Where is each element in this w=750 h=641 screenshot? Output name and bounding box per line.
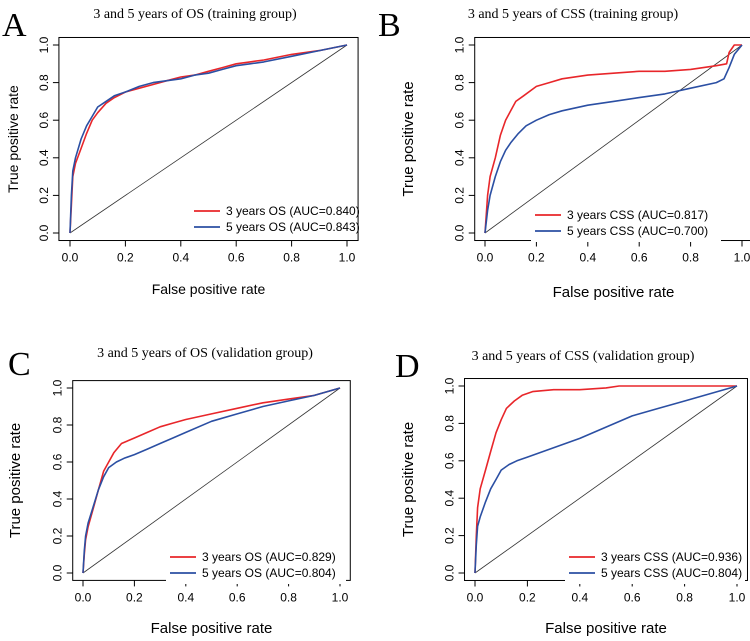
- x-tick-label: 0.6: [631, 251, 648, 265]
- roc-line-5-year: [82, 387, 341, 574]
- x-tick-label: 0.8: [280, 590, 297, 604]
- x-tick-label: 0.4: [177, 590, 194, 604]
- chart-title: 3 and 5 years of CSS (validation group): [472, 349, 695, 364]
- x-tick-label: 0.4: [571, 590, 588, 604]
- y-axis-label: True positive rate: [5, 85, 21, 193]
- y-tick-label: 0.8: [453, 74, 467, 91]
- roc-line-5-year: [69, 44, 348, 234]
- y-tick-label: 0.6: [453, 112, 467, 129]
- y-tick-label: 0.4: [51, 490, 65, 507]
- legend-label: 3 years CSS (AUC=0.936): [601, 550, 742, 564]
- y-tick-label: 0.0: [443, 564, 457, 581]
- y-tick-label: 0.0: [453, 224, 467, 241]
- y-tick-label: 0.0: [37, 224, 51, 241]
- y-tick-label: 0.6: [51, 453, 65, 470]
- x-tick-label: 1.0: [729, 590, 746, 604]
- x-tick-label: 0.2: [528, 251, 545, 265]
- roc-line-3-year: [82, 387, 341, 574]
- roc-line-3-year: [69, 44, 348, 234]
- x-axis-label: False positive rate: [151, 620, 273, 637]
- y-tick-label: 1.0: [443, 377, 457, 394]
- legend-label: 5 years OS (AUC=0.804): [202, 566, 336, 580]
- roc-chart-d: D 3 and 5 years of CSS (validation group)…: [395, 348, 748, 637]
- y-tick-label: 1.0: [37, 36, 51, 53]
- panel-letter: D: [395, 348, 420, 385]
- x-tick-label: 0.8: [283, 251, 300, 265]
- y-tick-label: 0.0: [51, 564, 65, 581]
- roc-line-5-year: [474, 385, 738, 574]
- chart-title: 3 and 5 years of CSS (training group): [468, 7, 679, 22]
- y-tick-label: 0.4: [37, 149, 51, 166]
- x-axis-label: False positive rate: [152, 281, 266, 297]
- y-axis-label: True positive rate: [400, 422, 417, 537]
- panel-letter: C: [8, 346, 31, 383]
- y-tick-label: 0.2: [443, 527, 457, 544]
- x-tick-label: 0.2: [519, 590, 536, 604]
- x-tick-label: 0.2: [126, 590, 143, 604]
- x-tick-label: 0.6: [228, 251, 245, 265]
- y-tick-label: 0.2: [37, 187, 51, 204]
- x-tick-label: 0.0: [467, 590, 484, 604]
- y-axis-label: True positive rate: [7, 423, 24, 538]
- legend-box: [190, 200, 355, 238]
- y-tick-label: 1.0: [51, 379, 65, 396]
- reference-diagonal: [69, 44, 348, 234]
- legend-label: 3 years OS (AUC=0.829): [202, 550, 336, 564]
- x-tick-label: 0.4: [579, 251, 596, 265]
- y-tick-label: 0.4: [453, 149, 467, 166]
- x-tick-label: 1.0: [734, 251, 750, 265]
- roc-line-3-year: [484, 44, 742, 234]
- x-tick-label: 0.8: [676, 590, 693, 604]
- x-tick-label: 0.6: [229, 590, 246, 604]
- y-tick-label: 0.6: [443, 452, 457, 469]
- roc-line-3-year: [474, 385, 737, 574]
- legend-label: 5 years CSS (AUC=0.804): [601, 566, 742, 580]
- chart-title: 3 and 5 years of OS (training group): [93, 7, 297, 22]
- plot-frame: [58, 36, 359, 242]
- y-tick-label: 0.4: [443, 490, 457, 507]
- legend-box: [531, 204, 721, 242]
- x-tick-label: 1.0: [332, 590, 349, 604]
- panel-c: C 3 and 5 years of OS (validation group) 0…: [0, 320, 375, 641]
- y-tick-label: 0.8: [37, 74, 51, 91]
- panel-b: B 3 and 5 years of CSS (training group) 0.…: [375, 0, 750, 320]
- roc-chart-b: B 3 and 5 years of CSS (training group) 0.…: [378, 7, 750, 301]
- x-axis-label: False positive rate: [545, 620, 667, 637]
- x-tick-label: 0.2: [117, 251, 134, 265]
- panel-letter: A: [2, 7, 27, 44]
- legend-label: 5 years CSS (AUC=0.700): [567, 224, 708, 238]
- panel-letter: B: [378, 7, 401, 44]
- reference-diagonal: [484, 44, 743, 234]
- legend-label: 3 years CSS (AUC=0.817): [567, 208, 708, 222]
- x-tick-label: 0.0: [477, 251, 494, 265]
- x-axis-label: False positive rate: [553, 284, 675, 301]
- y-tick-label: 1.0: [453, 36, 467, 53]
- x-tick-label: 0.0: [62, 251, 79, 265]
- roc-line-5-year: [484, 44, 743, 234]
- legend-label: 3 years OS (AUC=0.840): [226, 204, 360, 218]
- y-tick-label: 0.2: [51, 527, 65, 544]
- legend-box: [565, 546, 745, 584]
- reference-diagonal: [82, 387, 341, 574]
- y-tick-label: 0.8: [443, 415, 457, 432]
- y-tick-label: 0.6: [37, 112, 51, 129]
- chart-title: 3 and 5 years of OS (validation group): [97, 346, 313, 361]
- roc-chart-c: C 3 and 5 years of OS (validation group) 0…: [7, 346, 351, 637]
- y-axis-label: True positive rate: [400, 81, 417, 196]
- y-tick-label: 0.2: [453, 187, 467, 204]
- panel-a: A 3 and 5 years of OS (training group) 0.0…: [0, 0, 375, 320]
- legend-label: 5 years OS (AUC=0.843): [226, 220, 360, 234]
- legend-box: [166, 546, 346, 584]
- x-tick-label: 0.6: [624, 590, 641, 604]
- x-tick-label: 0.0: [75, 590, 92, 604]
- x-tick-label: 0.8: [682, 251, 699, 265]
- x-tick-label: 1.0: [339, 251, 356, 265]
- reference-diagonal: [474, 385, 738, 574]
- y-tick-label: 0.8: [51, 416, 65, 433]
- panel-d: D 3 and 5 years of CSS (validation group)…: [375, 320, 750, 641]
- roc-chart-a: A 3 and 5 years of OS (training group) 0.0…: [2, 7, 360, 297]
- x-tick-label: 0.4: [172, 251, 189, 265]
